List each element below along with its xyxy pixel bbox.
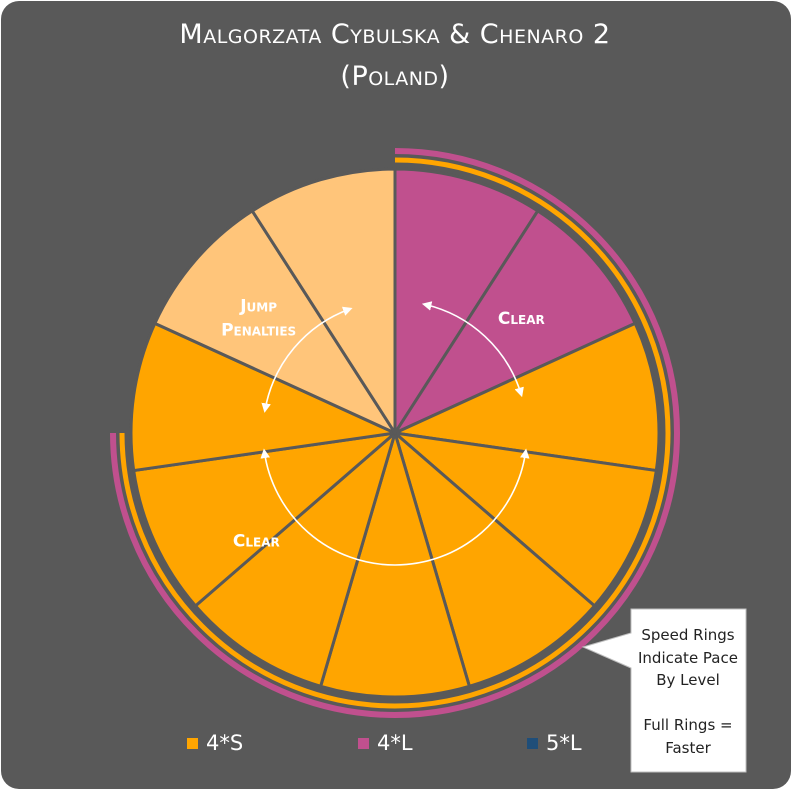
pie-slice (132, 431, 397, 608)
callout-text: Speed Rings Indicate Pace By Level Full … (638, 626, 738, 757)
arrow-label-line: Jump (239, 297, 277, 317)
legend-swatch (358, 737, 369, 749)
legend: 4*S 4*L 5*L (0, 731, 790, 761)
subtitle-line: (Poland) (340, 61, 450, 92)
arrow-label: Clear (498, 309, 545, 329)
pie-slice (393, 431, 597, 688)
arrow-label-line: Penalties (221, 321, 296, 341)
legend-item-4l: 4*L (358, 731, 413, 755)
pie-slice (250, 167, 397, 435)
speed-ring (119, 157, 671, 709)
arrow-label: Jump Penalties (221, 297, 296, 341)
arrow-label-line: Clear (498, 309, 545, 329)
pie-slice (193, 431, 397, 688)
callout-box (581, 608, 747, 773)
cycle-arrow (261, 306, 353, 413)
title-line: Malgorzata Cybulska & Chenaro 2 (179, 19, 611, 50)
arrow-label: Clear (233, 531, 280, 551)
cycle-arrow (421, 301, 524, 398)
pie-slice (393, 431, 658, 608)
legend-swatch (527, 737, 538, 749)
legend-label: 4*S (206, 731, 244, 755)
legend-item-4s: 4*S (187, 731, 243, 755)
legend-label: 4*L (377, 731, 413, 755)
pie-slice (393, 321, 661, 473)
arrow-label-line: Clear (233, 531, 280, 551)
chart-title: Malgorzata Cybulska & Chenaro 2 (Poland) (0, 14, 790, 98)
legend-swatch (187, 737, 198, 749)
speed-ring (110, 148, 680, 718)
cycle-arrow (260, 448, 530, 566)
legend-label: 5*L (546, 731, 582, 755)
legend-item-5l: 5*L (527, 731, 582, 755)
